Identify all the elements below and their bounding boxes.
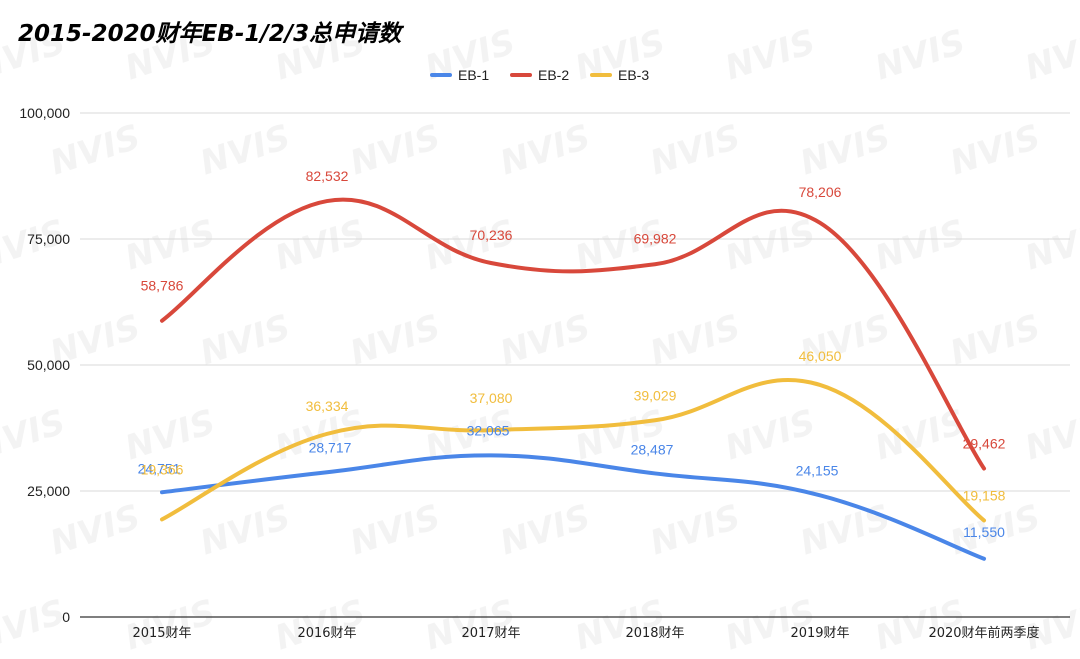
data-label-eb-3-4: 46,050 [799,348,842,364]
watermark-text-7: NVIS [1020,22,1080,88]
series-line-eb-1 [160,453,986,561]
watermark-text-45: NVIS [795,497,895,563]
data-label-eb-1-5: 11,550 [963,524,1005,540]
watermark-text-36: NVIS [570,402,670,468]
watermark-text-11: NVIS [495,117,595,183]
series-line-eb-2 [160,197,986,471]
y-tick-label-2: 50,000 [27,357,70,373]
watermark-text-6: NVIS [870,22,970,88]
data-label-eb-2-5: 29,462 [963,436,1006,452]
watermark-text-23: NVIS [1020,212,1080,278]
data-label-eb-1-4: 24,155 [796,462,839,478]
watermark-text-1: NVIS [120,22,220,88]
watermark-text-37: NVIS [720,402,820,468]
data-label-layer: 24,751 28,717 32,065 28,487 24,155 11,550 58,7… [138,168,1006,540]
data-label-eb-3-3: 39,029 [634,387,677,403]
x-tick-label-0: 2015财年 [132,626,191,641]
watermark-text-17: NVIS [120,212,220,278]
data-label-eb-2-2: 70,236 [470,227,513,243]
watermark-text-48: NVIS [0,592,70,658]
watermark-text-19: NVIS [420,212,520,278]
watermark-text-0: NVIS [0,22,70,88]
series-line-eb-3 [160,378,986,523]
y-tick-label-4: 100,000 [19,105,70,121]
watermark-text-13: NVIS [795,117,895,183]
watermark-text-21: NVIS [720,212,820,278]
watermark-text-10: NVIS [345,117,445,183]
y-tick-label-1: 25,000 [27,483,70,499]
watermark-text-12: NVIS [645,117,745,183]
watermark-text-2: NVIS [270,22,370,88]
x-axis: 2015财年 2016财年 2017财年 2018财年 2019财年 2020财年前两季度 [132,625,1039,641]
legend-label-eb-1: EB-1 [458,67,489,83]
data-label-eb-3-0: 19,366 [141,461,184,477]
data-label-eb-3-5: 19,158 [963,487,1006,503]
data-label-eb-1-0: 24,751 [138,460,181,476]
data-label-eb-2-4: 78,206 [799,184,842,200]
data-label-eb-1-1: 28,717 [309,439,352,455]
data-label-eb-2-1: 82,532 [306,168,349,184]
y-axis: 0 25,000 50,000 75,000 100,000 [19,105,70,625]
chart-title: 2015-2020财年EB-1/2/3总申请数 [18,21,402,47]
watermark-text-30: NVIS [945,307,1045,373]
watermark-text-25: NVIS [195,307,295,373]
watermark-text-41: NVIS [195,497,295,563]
data-label-eb-1-3: 28,487 [631,441,674,457]
watermark-text-32: NVIS [0,402,70,468]
watermark-text-39: NVIS [1020,402,1080,468]
watermark-text-43: NVIS [495,497,595,563]
x-tick-label-1: 2016财年 [297,626,356,641]
x-tick-label-3: 2018财年 [625,626,684,641]
watermark-text-26: NVIS [345,307,445,373]
watermark-layer: NVIS NVIS NVIS NVIS NVIS NVIS NVIS NVIS NVIS NVIS… [0,22,1080,658]
watermark-text-42: NVIS [345,497,445,563]
watermark-text-27: NVIS [495,307,595,373]
watermark-text-33: NVIS [120,402,220,468]
watermark-text-5: NVIS [720,22,820,88]
x-tick-label-4: 2019财年 [790,626,849,641]
watermark-text-14: NVIS [945,117,1045,183]
legend: EB-1 EB-2 EB-3 [430,67,649,83]
grid-layer [80,112,1070,618]
y-tick-label-0: 0 [62,609,70,625]
watermark-text-28: NVIS [645,307,745,373]
data-label-eb-3-1: 36,334 [306,398,349,414]
legend-label-eb-3: EB-3 [618,67,649,83]
watermark-text-8: NVIS [45,117,145,183]
data-label-eb-1-2: 32,065 [467,422,510,438]
series-layer [160,197,986,561]
watermark-text-40: NVIS [45,497,145,563]
watermark-text-18: NVIS [270,212,370,278]
x-tick-label-5: 2020财年前两季度 [928,625,1039,641]
data-label-eb-2-0: 58,786 [141,278,184,294]
watermark-text-9: NVIS [195,117,295,183]
y-tick-label-3: 75,000 [27,231,70,247]
data-label-eb-3-2: 37,080 [470,390,513,406]
watermark-text-22: NVIS [870,212,970,278]
watermark-text-44: NVIS [645,497,745,563]
legend-label-eb-2: EB-2 [538,67,569,83]
x-tick-label-2: 2017财年 [461,626,520,641]
data-label-eb-2-3: 69,982 [634,230,677,246]
